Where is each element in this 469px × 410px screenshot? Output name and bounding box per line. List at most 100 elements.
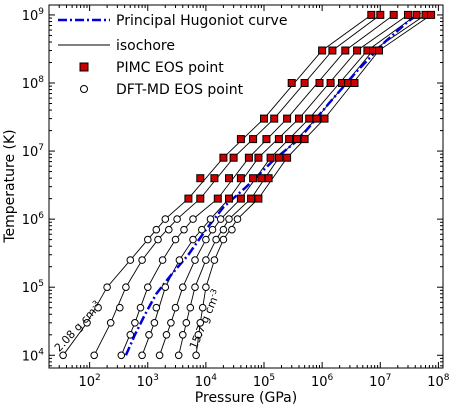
- dft-point-12: [208, 225, 217, 234]
- x-tick-label-2: 103: [137, 373, 159, 390]
- hugoniot-layer: [124, 11, 422, 356]
- pimc-point-4: [404, 10, 412, 19]
- pimc-point-36: [219, 153, 228, 162]
- dft-point-30: [122, 283, 130, 292]
- hugoniot-curve: [124, 11, 422, 356]
- dft-point-18: [189, 235, 197, 244]
- dft-point-6: [225, 215, 233, 223]
- pimc-point-43: [196, 174, 205, 183]
- y-tick-label-2: 105: [22, 279, 44, 296]
- dft-point-53: [179, 331, 187, 339]
- pimc-point-26: [305, 114, 314, 123]
- pimc-point-31: [262, 135, 271, 144]
- pimc-point-21: [350, 79, 359, 87]
- y-tick-label-1: 104: [22, 347, 45, 364]
- dft-point-42: [198, 303, 207, 312]
- x-tick-label-6: 107: [369, 373, 391, 390]
- pimc-point-44: [210, 174, 219, 183]
- pimc-point-2: [376, 10, 385, 19]
- pimc-point-52: [213, 194, 222, 203]
- pimc-point-35: [300, 135, 309, 144]
- pimc-point-32: [274, 135, 283, 144]
- y-tick-label-6: 109: [22, 7, 45, 24]
- pimc-point-49: [264, 174, 273, 183]
- pimc-point-38: [244, 153, 253, 162]
- dft-point-39: [152, 303, 161, 312]
- pimc-point-39: [254, 153, 263, 162]
- pimc-point-54: [236, 194, 245, 203]
- dft-point-17: [171, 235, 180, 244]
- dft-point-28: [210, 256, 219, 264]
- dft-point-44: [106, 319, 115, 327]
- dft-point-37: [116, 303, 124, 312]
- pimc-point-24: [283, 114, 292, 123]
- legend: Principal Hugoniot curve isochore PIMC E…: [58, 13, 287, 98]
- dft-point-47: [167, 319, 175, 327]
- pimc-point-16: [300, 79, 309, 87]
- dft-point-45: [131, 319, 139, 327]
- pimc-point-layer: [184, 10, 436, 203]
- dft-point-layer: [59, 215, 242, 360]
- dft-point-27: [202, 256, 210, 264]
- dft-point-57: [117, 351, 126, 360]
- dft-point-14: [228, 225, 236, 234]
- x-axis-title: Pressure (GPa): [195, 390, 297, 406]
- pimc-point-56: [254, 194, 263, 203]
- dft-point-46: [150, 319, 159, 327]
- pimc-point-18: [326, 79, 335, 87]
- pimc-point-11: [353, 46, 362, 55]
- pimc-point-7: [427, 10, 436, 19]
- legend-pimc-label: PIMC EOS point: [116, 60, 224, 76]
- dft-point-33: [179, 283, 187, 292]
- dft-point-20: [212, 235, 220, 244]
- dft-point-49: [196, 319, 205, 327]
- pimc-point-8: [318, 46, 327, 55]
- legend-pimc-square-marker: [79, 62, 89, 72]
- dft-point-31: [144, 283, 152, 292]
- dft-point-52: [162, 331, 171, 339]
- pimc-point-53: [225, 194, 233, 203]
- pimc-point-46: [236, 174, 245, 183]
- dft-point-8: [152, 225, 161, 234]
- pimc-point-28: [320, 114, 329, 123]
- pimc-point-3: [389, 10, 398, 19]
- pimc-point-40: [266, 153, 275, 162]
- pimc-point-42: [283, 153, 292, 162]
- pimc-point-17: [315, 79, 324, 87]
- dft-point-5: [216, 215, 225, 223]
- dft-point-56: [90, 351, 98, 360]
- dft-point-36: [94, 303, 102, 312]
- pimc-point-41: [274, 153, 283, 162]
- legend-dft-circle-marker: [80, 85, 88, 93]
- legend-hugoniot-label: Principal Hugoniot curve: [116, 13, 287, 29]
- dft-point-38: [136, 303, 145, 312]
- dft-point-15: [144, 235, 152, 244]
- dft-point-26: [191, 256, 199, 264]
- pimc-point-25: [295, 114, 303, 123]
- legend-entry-pimc: PIMC EOS point: [79, 60, 224, 76]
- pimc-point-48: [257, 174, 266, 183]
- dft-point-34: [191, 283, 199, 292]
- pimc-point-22: [260, 114, 268, 123]
- dft-point-29: [103, 283, 111, 292]
- x-tick-label-3: 104: [195, 373, 218, 390]
- dft-point-3: [189, 215, 197, 223]
- dft-point-13: [219, 225, 228, 234]
- pimc-point-27: [312, 114, 321, 123]
- pimc-point-45: [225, 174, 233, 183]
- pimc-point-15: [287, 79, 296, 87]
- x-tick-label-7: 108: [427, 373, 450, 390]
- pimc-point-37: [229, 153, 238, 162]
- legend-dft-label: DFT-MD EOS point: [116, 82, 244, 98]
- dft-point-11: [198, 225, 206, 234]
- dft-point-21: [219, 235, 228, 244]
- pimc-point-5: [412, 10, 421, 19]
- legend-isochore-label: isochore: [116, 38, 175, 54]
- dft-point-48: [182, 319, 191, 327]
- x-tick-label-4: 105: [253, 373, 275, 390]
- pimc-point-9: [328, 46, 337, 55]
- pimc-point-51: [196, 194, 205, 203]
- dft-point-60: [174, 351, 183, 360]
- y-axis-title: Temperature (K): [2, 129, 18, 243]
- dft-point-61: [192, 351, 200, 360]
